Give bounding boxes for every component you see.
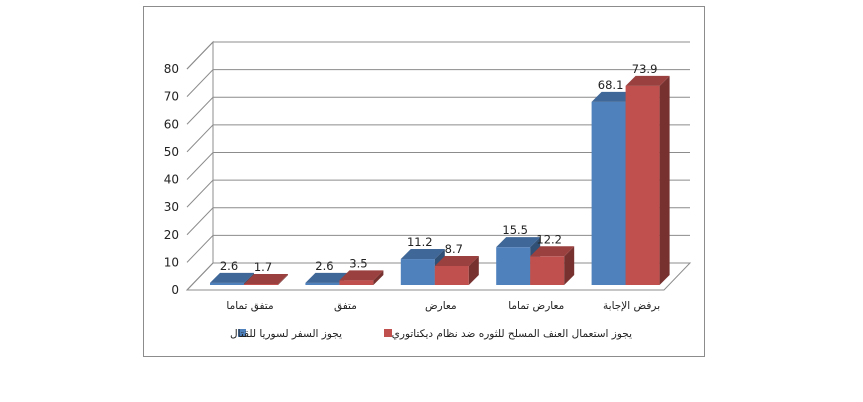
- data-label: 3.5: [349, 256, 367, 270]
- bar-front: [530, 256, 565, 285]
- y-tick-label: 20: [164, 228, 179, 242]
- bar-top: [210, 272, 254, 283]
- y-tick-label: 10: [164, 255, 179, 269]
- x-tick-label: برفض الإجابة: [603, 300, 660, 312]
- bar-front: [339, 280, 374, 285]
- y-tick-label: 30: [164, 200, 179, 214]
- bar-side: [373, 270, 384, 285]
- x-tick-label: معارض تماما: [508, 300, 564, 312]
- gridline: [186, 234, 690, 263]
- x-tick-label: متفق تماما: [226, 300, 273, 312]
- data-label: 2.6: [220, 259, 238, 273]
- gridline: [186, 179, 690, 208]
- data-label: 2.6: [315, 259, 333, 273]
- bar-side: [468, 255, 479, 285]
- data-labels: 2.6 1.7 2.6 3.5 11.2 8.7 15.5 12.2 68.1 73.9: [220, 62, 658, 274]
- y-tick-label: 60: [164, 117, 179, 131]
- data-label: 15.5: [502, 223, 528, 237]
- bar-top: [339, 270, 384, 281]
- bar-front: [591, 101, 626, 285]
- bar-front: [496, 247, 531, 285]
- bar-top: [434, 255, 479, 266]
- data-label: 11.2: [407, 235, 433, 249]
- bar-top: [496, 237, 541, 248]
- data-label: 12.2: [536, 232, 562, 246]
- data-label: 73.9: [632, 62, 658, 76]
- data-label: 1.7: [254, 260, 272, 274]
- legend-label: يجوز السفر لسوريا للقتال: [230, 328, 342, 340]
- bar-top: [400, 249, 445, 260]
- y-tick-label: 70: [164, 90, 179, 104]
- gridline: [186, 41, 690, 70]
- data-label: 8.7: [445, 242, 463, 256]
- data-label: 68.1: [598, 78, 624, 92]
- bar: [244, 274, 288, 285]
- bar-front: [244, 284, 278, 285]
- legend: يجوز السفر لسوريا للقتال يجوز استعمال الع…: [230, 328, 632, 340]
- y-tick-label: 0: [171, 283, 179, 297]
- bar-top: [530, 246, 575, 257]
- floor: [185, 262, 692, 291]
- bar-top: [591, 91, 636, 102]
- bar: [434, 255, 479, 285]
- legend-swatch: [238, 329, 246, 337]
- legend-swatch: [384, 329, 392, 337]
- gridline: [186, 124, 690, 153]
- gridlines: [186, 41, 690, 263]
- gridline: [186, 152, 690, 180]
- y-tick-label: 40: [164, 173, 179, 187]
- y-axis-ticks: 0 10 20 30 40 50 60 70 80: [164, 62, 179, 297]
- bar: [530, 246, 575, 285]
- gridline: [186, 207, 690, 236]
- bar-side: [659, 75, 670, 285]
- bar-front: [400, 259, 435, 285]
- y-tick-label: 50: [164, 145, 179, 159]
- bar-front: [305, 282, 340, 285]
- bar-top: [625, 75, 670, 86]
- legend-label: يجوز استعمال العنف المسلح للثوره ضد نظام…: [392, 328, 632, 340]
- x-tick-label: معارض: [425, 300, 457, 312]
- x-axis-labels: متفق تماما متفق معارض معارض تماما برفض الإجا…: [226, 300, 660, 312]
- bar: [339, 270, 384, 285]
- bar: [625, 75, 670, 285]
- bar-front: [434, 265, 469, 285]
- gridline: [186, 69, 690, 97]
- bar-side: [564, 246, 575, 285]
- gridline: [186, 96, 690, 125]
- bar-front: [210, 282, 244, 285]
- bars: [210, 75, 670, 285]
- bar-top: [244, 274, 288, 284]
- x-tick-label: متفق: [334, 300, 357, 312]
- bar-front: [625, 85, 660, 285]
- bar-side: [278, 274, 288, 285]
- bar-top: [305, 272, 350, 283]
- y-tick-label: 80: [164, 62, 179, 76]
